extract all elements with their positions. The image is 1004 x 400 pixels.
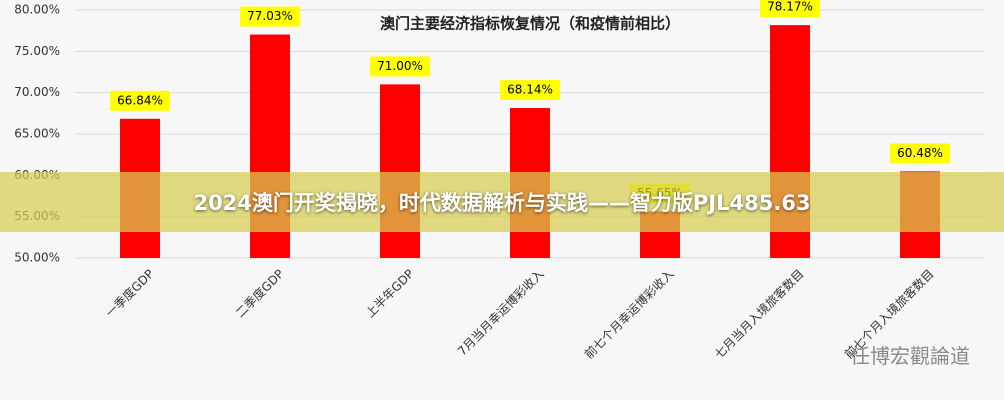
- value-label: 66.84%: [117, 93, 163, 107]
- value-label: 71.00%: [377, 59, 423, 73]
- banner: 2024澳门开奖揭晓，时代数据解析与实践——智力版PJL485.63: [0, 172, 1004, 232]
- value-label: 77.03%: [247, 9, 293, 23]
- value-label: 78.17%: [767, 0, 813, 14]
- x-tick-label: 一季度GDP: [102, 266, 156, 320]
- value-label-bg: [760, 0, 820, 18]
- value-label: 60.48%: [897, 146, 943, 160]
- y-tick-label: 65.00%: [14, 127, 60, 141]
- x-tick-label: 七月当月入境旅客数目: [711, 266, 806, 361]
- x-tick-label: 上半年GDP: [363, 267, 417, 321]
- x-tick-label: 二季度GDP: [232, 266, 286, 320]
- y-tick-label: 50.00%: [14, 251, 60, 265]
- value-label-bg: [500, 80, 560, 101]
- value-label-bg: [240, 6, 300, 27]
- value-label: 68.14%: [507, 83, 553, 97]
- x-tick-label: 7月当月幸运博彩收入: [454, 266, 546, 358]
- y-tick-label: 80.00%: [14, 3, 60, 17]
- value-label-bg: [890, 143, 950, 164]
- watermark: 任博宏觀論道: [850, 344, 970, 368]
- value-label-bg: [370, 56, 430, 77]
- chart-title: 澳门主要经济指标恢复情况（和疫情前相比）: [380, 15, 680, 33]
- y-tick-label: 70.00%: [14, 85, 60, 99]
- value-label-bg: [110, 90, 170, 111]
- y-tick-label: 75.00%: [14, 44, 60, 58]
- x-tick-label: 前七个月幸运博彩收入: [581, 266, 676, 361]
